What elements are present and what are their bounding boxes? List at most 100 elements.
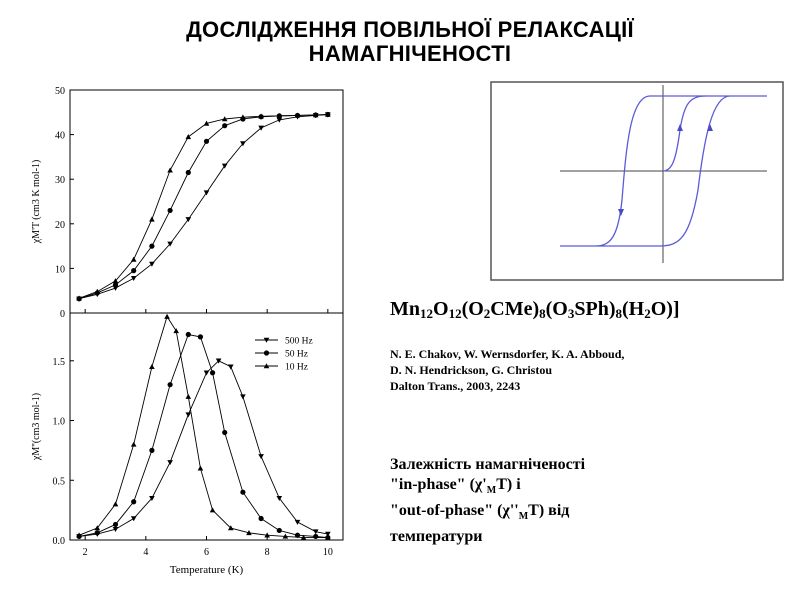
data-point <box>203 190 210 196</box>
data-point <box>276 495 283 501</box>
desc-text: T) і <box>496 476 521 493</box>
series-line <box>79 333 328 539</box>
desc-sub: M <box>518 511 529 523</box>
data-point <box>276 113 283 119</box>
data-point <box>258 515 264 522</box>
data-point <box>276 117 283 123</box>
data-point <box>209 370 216 376</box>
data-point <box>240 114 246 120</box>
hysteresis-outer-loop <box>560 95 767 247</box>
citation-authors-1: N. E. Chakov, W. Wernsdorfer, K. A. Abbo… <box>390 347 625 361</box>
data-point <box>130 275 137 282</box>
data-point <box>185 134 192 140</box>
legend-label: 500 Hz <box>285 337 313 347</box>
data-point <box>112 527 119 533</box>
x-tick-label: 2 <box>83 547 88 558</box>
data-point <box>203 120 210 126</box>
data-point <box>149 495 155 501</box>
formula-part: SPh) <box>574 298 616 320</box>
x-axis-label: Temperature (K) <box>170 564 244 576</box>
data-point <box>112 282 119 288</box>
data-point <box>76 532 82 538</box>
data-point <box>112 501 119 507</box>
data-point <box>94 288 101 294</box>
arrow-up-icon <box>677 124 683 131</box>
formula-sub: 8 <box>539 306 546 321</box>
data-point <box>131 499 137 505</box>
data-point <box>149 216 155 222</box>
hysteresis-frame <box>490 81 784 281</box>
y-axis-label: χM'T (cm3 K mol-1) <box>31 160 42 245</box>
arrow-up-icon <box>707 124 713 131</box>
title-line-2: НАМАГНІЧЕНОСТІ <box>308 41 512 66</box>
legend-marker <box>263 337 270 343</box>
y-tick-label: 40 <box>55 131 65 142</box>
data-point <box>240 489 246 495</box>
data-point <box>312 112 319 118</box>
legend-marker <box>263 350 270 356</box>
data-point <box>130 256 137 262</box>
formula-sub: 12 <box>420 306 433 321</box>
data-point <box>167 167 173 173</box>
data-point <box>112 278 119 284</box>
data-point <box>258 125 264 131</box>
data-point <box>203 370 210 376</box>
data-point <box>282 533 289 539</box>
legend-label: 50 Hz <box>285 350 308 360</box>
series-line <box>78 315 328 539</box>
description-line-3: "out-of-phase" (χ''MT) від <box>390 501 585 527</box>
data-point <box>221 163 228 169</box>
formula-part: (H <box>621 298 645 320</box>
x-tick-label: 10 <box>323 547 333 558</box>
data-point <box>149 363 155 370</box>
desc-text: T) від <box>528 502 570 520</box>
formula-sub: 2 <box>644 306 651 321</box>
x-tick-label: 6 <box>204 547 209 558</box>
y-tick-label: 10 <box>55 264 65 275</box>
data-point <box>130 441 137 447</box>
data-point <box>185 331 191 338</box>
formula-part: O)] <box>650 298 680 320</box>
data-point <box>164 313 170 319</box>
citation-authors-2: D. N. Hendrickson, G. Christou <box>390 363 553 377</box>
citation-journal: Dalton Trans., 2003, 2243 <box>390 379 521 393</box>
description-line-2: "in-phase" (χ'MT) і <box>390 475 585 501</box>
data-point <box>130 516 137 522</box>
data-point <box>149 447 155 453</box>
formula-part: (O <box>545 298 568 320</box>
data-point <box>222 123 228 129</box>
formula-part: CMe) <box>490 298 540 320</box>
formula-part: (O <box>461 298 484 320</box>
data-point <box>227 364 234 370</box>
y-tick-label: 0 <box>60 309 65 320</box>
hysteresis-inner-branch <box>662 95 706 172</box>
data-point <box>167 207 173 214</box>
data-point <box>185 169 191 176</box>
data-point <box>294 519 301 525</box>
desc-sub: M <box>486 485 497 497</box>
desc-text: "in-phase" (χ' <box>390 476 487 493</box>
data-point <box>325 531 331 537</box>
data-point <box>167 241 173 247</box>
data-point <box>112 521 119 528</box>
data-point <box>258 454 264 460</box>
data-point <box>300 534 307 540</box>
series-line <box>79 360 328 537</box>
data-point <box>312 529 319 535</box>
y-axis-label: χM''(cm3 mol-1) <box>31 393 42 461</box>
data-point <box>325 534 331 540</box>
arrow-down-icon <box>618 209 624 216</box>
formula-part: O <box>433 298 449 320</box>
formula-sub: 8 <box>615 306 622 321</box>
description: Залежність намагніченості "in-phase" (χ'… <box>390 455 585 547</box>
data-point <box>197 334 204 340</box>
y-tick-label: 1.5 <box>53 357 66 368</box>
data-point <box>131 268 137 274</box>
data-point <box>227 525 234 531</box>
data-point <box>167 382 173 388</box>
y-tick-label: 20 <box>55 220 65 231</box>
data-point <box>94 525 101 531</box>
data-point <box>294 532 301 538</box>
